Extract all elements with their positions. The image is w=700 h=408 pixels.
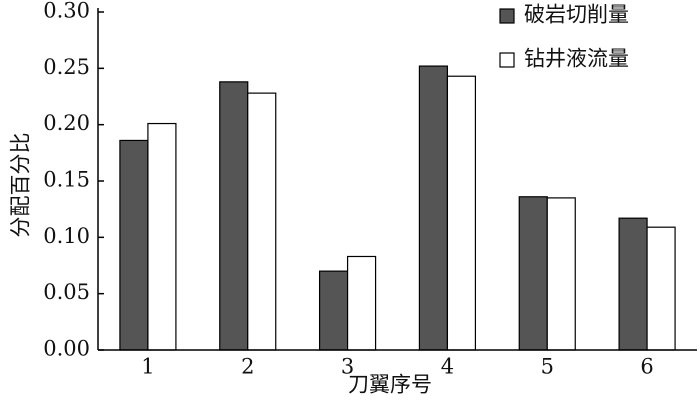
y-tick-label: 0.15 xyxy=(43,168,90,192)
x-tick-label: 6 xyxy=(640,355,653,379)
bar xyxy=(147,122,177,351)
x-tick-label: 5 xyxy=(541,355,554,379)
x-tick-label: 3 xyxy=(341,355,354,379)
x-tick-label: 1 xyxy=(141,355,154,379)
bar xyxy=(446,75,477,351)
y-tick-label: 0.20 xyxy=(43,111,90,135)
x-tick-label: 2 xyxy=(241,355,254,379)
bar xyxy=(418,65,449,351)
y-tick-label: 0.30 xyxy=(43,0,90,23)
bar xyxy=(618,217,648,351)
x-axis-label: 刀翼序号 xyxy=(348,373,432,397)
bar xyxy=(219,81,249,351)
y-tick-label: 0.10 xyxy=(43,224,90,248)
x-tick-label: 4 xyxy=(441,355,454,379)
bar xyxy=(346,255,377,351)
bar xyxy=(646,226,676,351)
y-axis-label: 分配百分比 xyxy=(9,133,33,238)
bar xyxy=(119,139,149,351)
bar xyxy=(247,92,277,351)
bar xyxy=(546,197,576,351)
legend-label: 破岩切削量 xyxy=(524,3,629,27)
legend-label: 钻井液流量 xyxy=(524,47,629,71)
y-tick-label: 0.05 xyxy=(43,280,90,304)
bar xyxy=(318,270,349,351)
legend-swatch xyxy=(499,8,515,24)
legend-swatch xyxy=(499,52,515,68)
y-tick-label: 0.25 xyxy=(43,55,90,79)
y-tick-label: 0.00 xyxy=(43,337,90,361)
bar xyxy=(518,196,548,351)
